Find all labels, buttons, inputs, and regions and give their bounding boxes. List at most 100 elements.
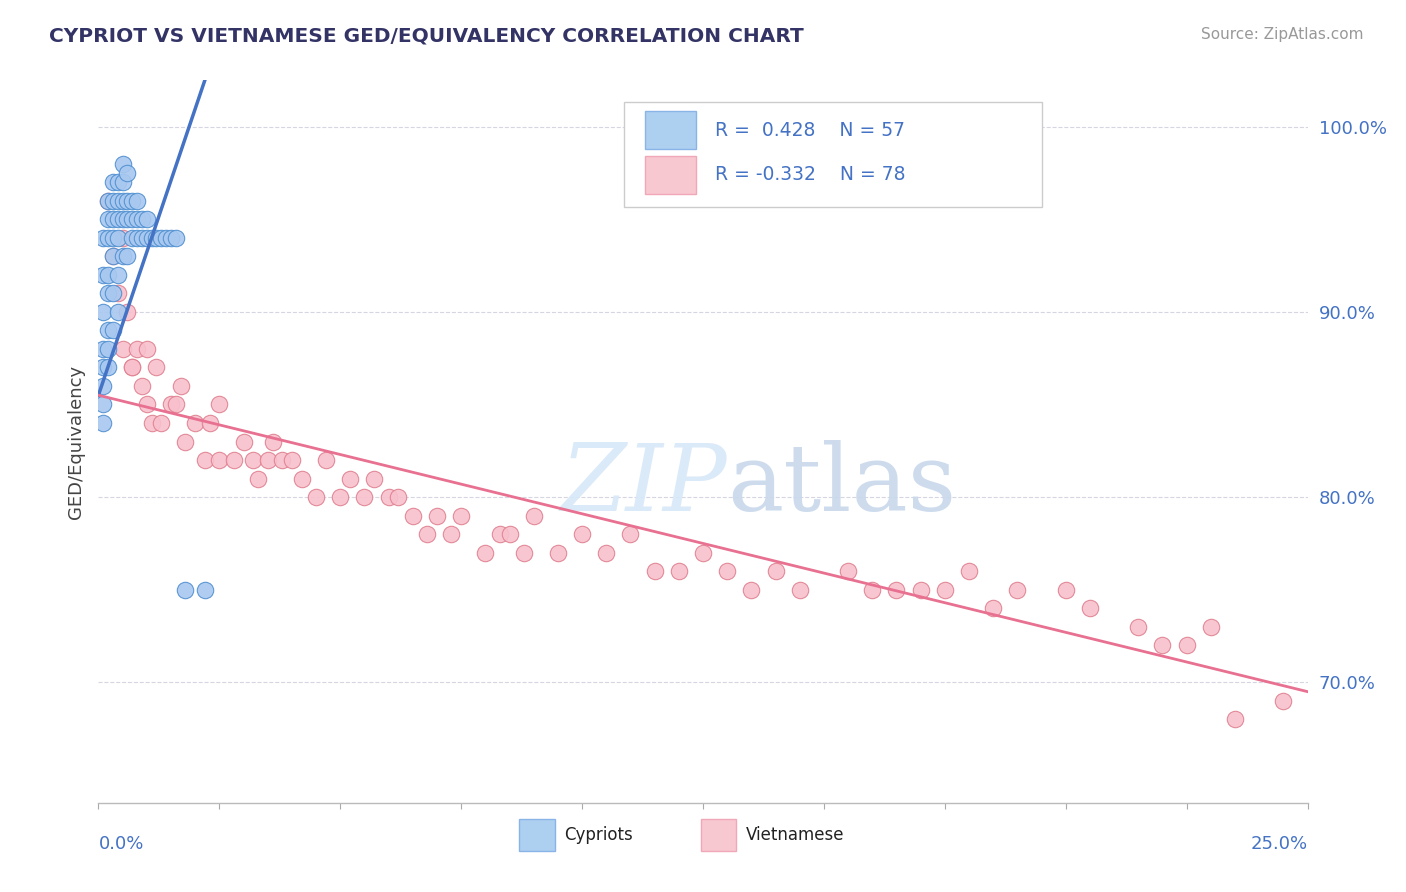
Point xyxy=(131,212,153,227)
Point xyxy=(208,397,231,411)
Point xyxy=(127,194,149,208)
Point xyxy=(91,379,114,393)
Point xyxy=(145,360,167,375)
Point xyxy=(174,434,197,449)
Point xyxy=(595,546,617,560)
Point xyxy=(981,601,1004,615)
Point xyxy=(97,194,120,208)
Point xyxy=(402,508,425,523)
Point xyxy=(91,360,114,375)
Point xyxy=(377,490,399,504)
Point xyxy=(107,286,129,301)
Point xyxy=(111,249,134,263)
Point xyxy=(353,490,375,504)
Point xyxy=(165,397,187,411)
Point xyxy=(290,472,312,486)
Point xyxy=(111,194,134,208)
Point xyxy=(957,564,980,578)
Point xyxy=(440,527,463,541)
Point xyxy=(262,434,284,449)
Point xyxy=(91,397,114,411)
Point xyxy=(91,231,114,245)
Point xyxy=(127,231,149,245)
Point xyxy=(498,527,520,541)
Text: ZIP: ZIP xyxy=(561,440,727,530)
Point xyxy=(339,472,361,486)
Point xyxy=(101,249,124,263)
Point xyxy=(101,212,124,227)
Text: Cypriots: Cypriots xyxy=(565,826,633,845)
Point xyxy=(131,231,153,245)
Point xyxy=(107,212,129,227)
Point xyxy=(97,360,120,375)
Point xyxy=(1007,582,1029,597)
Point xyxy=(145,231,167,245)
Point xyxy=(101,286,124,301)
Point xyxy=(97,323,120,337)
Point xyxy=(101,194,124,208)
Point xyxy=(111,212,134,227)
Point xyxy=(155,231,177,245)
Point xyxy=(174,582,197,597)
FancyBboxPatch shape xyxy=(645,156,696,194)
Point xyxy=(523,508,546,523)
Text: R =  0.428    N = 57: R = 0.428 N = 57 xyxy=(716,120,905,140)
Point xyxy=(450,508,472,523)
Point xyxy=(716,564,738,578)
Point xyxy=(135,342,157,356)
Point xyxy=(184,416,207,430)
Point xyxy=(160,231,183,245)
Point xyxy=(256,453,278,467)
Text: atlas: atlas xyxy=(727,440,956,530)
Y-axis label: GED/Equivalency: GED/Equivalency xyxy=(66,365,84,518)
Point xyxy=(97,268,120,282)
Point xyxy=(692,546,714,560)
Text: CYPRIOT VS VIETNAMESE GED/EQUIVALENCY CORRELATION CHART: CYPRIOT VS VIETNAMESE GED/EQUIVALENCY CO… xyxy=(49,27,804,45)
Text: Source: ZipAtlas.com: Source: ZipAtlas.com xyxy=(1201,27,1364,42)
Point xyxy=(329,490,352,504)
Point xyxy=(107,305,129,319)
Text: R = -0.332    N = 78: R = -0.332 N = 78 xyxy=(716,165,905,185)
Point xyxy=(141,416,163,430)
Point xyxy=(271,453,294,467)
Point xyxy=(668,564,690,578)
FancyBboxPatch shape xyxy=(519,820,555,851)
Point xyxy=(97,212,120,227)
Point xyxy=(222,453,245,467)
Point xyxy=(860,582,883,597)
Point xyxy=(111,231,134,245)
Point xyxy=(150,231,173,245)
Point xyxy=(281,453,304,467)
Point xyxy=(571,527,593,541)
Point xyxy=(131,379,153,393)
Point xyxy=(101,231,124,245)
Point xyxy=(150,416,173,430)
Point xyxy=(117,249,139,263)
Point xyxy=(305,490,328,504)
Point xyxy=(644,564,666,578)
Point xyxy=(198,416,221,430)
Point xyxy=(101,323,124,337)
Point xyxy=(1199,620,1222,634)
Point xyxy=(107,268,129,282)
Point xyxy=(107,175,129,189)
Point xyxy=(135,212,157,227)
Point xyxy=(107,231,129,245)
Text: 0.0%: 0.0% xyxy=(98,835,143,854)
Point xyxy=(789,582,811,597)
Point xyxy=(474,546,496,560)
Point xyxy=(97,342,120,356)
Point xyxy=(765,564,787,578)
Point xyxy=(111,156,134,170)
Point xyxy=(121,231,143,245)
Point xyxy=(141,231,163,245)
Point xyxy=(910,582,932,597)
Point xyxy=(426,508,449,523)
Point xyxy=(489,527,512,541)
Point xyxy=(1272,694,1295,708)
Point xyxy=(315,453,337,467)
Point xyxy=(117,194,139,208)
Point xyxy=(121,194,143,208)
Point xyxy=(91,416,114,430)
Point xyxy=(117,305,139,319)
